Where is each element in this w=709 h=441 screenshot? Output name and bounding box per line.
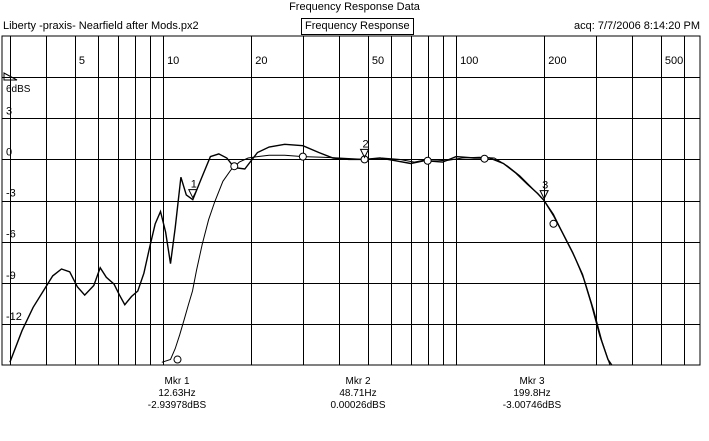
y-tick-label: 3 <box>6 105 12 117</box>
y-tick-label: -6 <box>6 229 16 241</box>
y-tick-label: -9 <box>6 270 16 282</box>
curve-circle-markers <box>173 152 558 364</box>
curve-circle-marker <box>230 162 239 171</box>
scale-marker-icon <box>3 72 18 81</box>
marker-2-readout: Mkr 2 48.71Hz 0.00026dBS <box>298 376 418 412</box>
curve-circle-marker <box>423 156 432 165</box>
marker-2-frequency: 48.71Hz <box>339 388 377 399</box>
window-title: Frequency Response Data <box>289 1 420 13</box>
marker-3-level: -3.00746dBS <box>502 400 562 411</box>
file-name: Liberty -praxis- Nearfield after Mods.px… <box>3 20 199 32</box>
response-curve-2 <box>161 154 611 366</box>
curve-circle-marker <box>480 154 489 163</box>
response-curves <box>9 143 613 366</box>
marker-glyphs: 1 2 3 <box>187 138 549 200</box>
marker-2-level: 0.00026dBS <box>330 400 386 411</box>
x-tick-label: 100 <box>460 55 478 67</box>
curve-circle-marker <box>360 155 369 164</box>
marker-2-triangle-icon <box>359 148 370 159</box>
x-tick-label: 10 <box>167 55 179 67</box>
y-tick-label: -12 <box>6 311 22 323</box>
x-tick-labels: 5 10 20 50 100 200 500 <box>79 55 683 67</box>
marker-3-readout: Mkr 3 199.8Hz -3.00746dBS <box>472 376 592 412</box>
x-tick-label: 20 <box>255 55 267 67</box>
grid-vertical <box>10 36 685 365</box>
marker-3-triangle-icon <box>539 190 549 200</box>
acquisition-timestamp: acq: 7/7/2006 8:14:20 PM <box>574 20 700 32</box>
marker-3-number: 3 <box>542 180 548 192</box>
x-tick-label: 200 <box>548 55 566 67</box>
y-tick-label: -3 <box>6 188 16 200</box>
curve-circle-marker <box>549 219 558 228</box>
x-tick-label: 500 <box>665 55 683 67</box>
marker-1-frequency: 12.63Hz <box>158 388 196 399</box>
marker-1-label: Mkr 1 <box>164 376 190 387</box>
y-tick-label: 0 <box>6 146 12 158</box>
curve-circle-marker <box>173 355 182 364</box>
marker-3-label: Mkr 3 <box>519 376 545 387</box>
marker-2-number: 2 <box>363 138 369 150</box>
view-selector-button[interactable]: Frequency Response <box>301 18 414 35</box>
x-tick-label: 50 <box>372 55 384 67</box>
marker-3-frequency: 199.8Hz <box>513 388 551 399</box>
marker-2-label: Mkr 2 <box>345 376 371 387</box>
response-curve-1 <box>9 143 613 366</box>
x-tick-label: 5 <box>79 55 85 67</box>
y-tick-labels: 3 0 -3 -6 -9 -12 <box>6 105 22 323</box>
marker-1-number: 1 <box>191 179 197 191</box>
marker-1-level: -2.93978dBS <box>147 400 207 411</box>
marker-1-readout: Mkr 1 12.63Hz -2.93978dBS <box>117 376 237 412</box>
grid-horizontal <box>2 77 700 325</box>
marker-1-triangle-icon <box>187 189 198 199</box>
y-axis-unit-label: 6dBS <box>6 84 31 95</box>
curve-circle-marker <box>298 152 307 161</box>
